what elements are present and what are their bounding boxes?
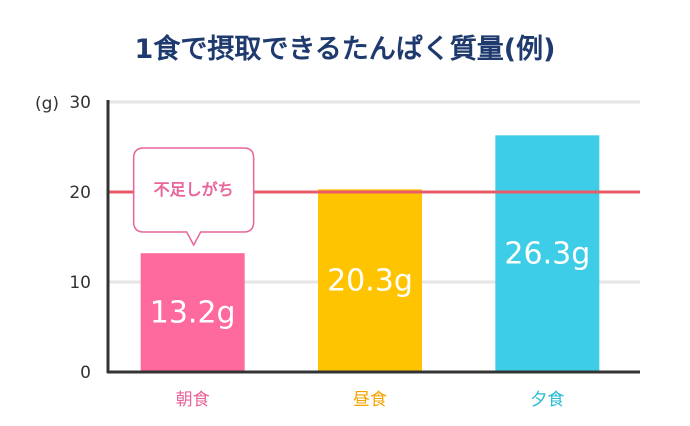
category-label: 朝食 (176, 390, 210, 410)
value-labels: 13.2g 20.3g 26.3g (150, 237, 591, 331)
y-tick-label: 10 (69, 273, 91, 293)
callout-bubble (132, 147, 255, 247)
callout-text: 不足しがち (154, 180, 234, 199)
bar-value-label: 26.3g (504, 237, 590, 272)
y-unit-label: (g) (35, 94, 59, 114)
y-tick-label: 0 (80, 363, 91, 383)
bars (140, 135, 600, 372)
y-tick-labels: 0 10 20 30 (69, 93, 91, 383)
callout: 不足しがち (132, 147, 255, 247)
bar (318, 189, 422, 372)
bar-value-label: 20.3g (327, 264, 413, 299)
category-label: 夕食 (530, 390, 564, 410)
y-tick-label: 20 (69, 183, 91, 203)
bar-value-label: 13.2g (150, 296, 236, 331)
axes (106, 100, 640, 374)
chart-title: 1食で摂取できるたんぱく質量(例) (135, 33, 556, 65)
bar (495, 135, 600, 372)
category-label: 昼食 (353, 390, 387, 410)
category-labels: 朝食 昼食 夕食 (176, 390, 565, 410)
bar (140, 253, 245, 372)
y-tick-label: 30 (69, 93, 91, 113)
